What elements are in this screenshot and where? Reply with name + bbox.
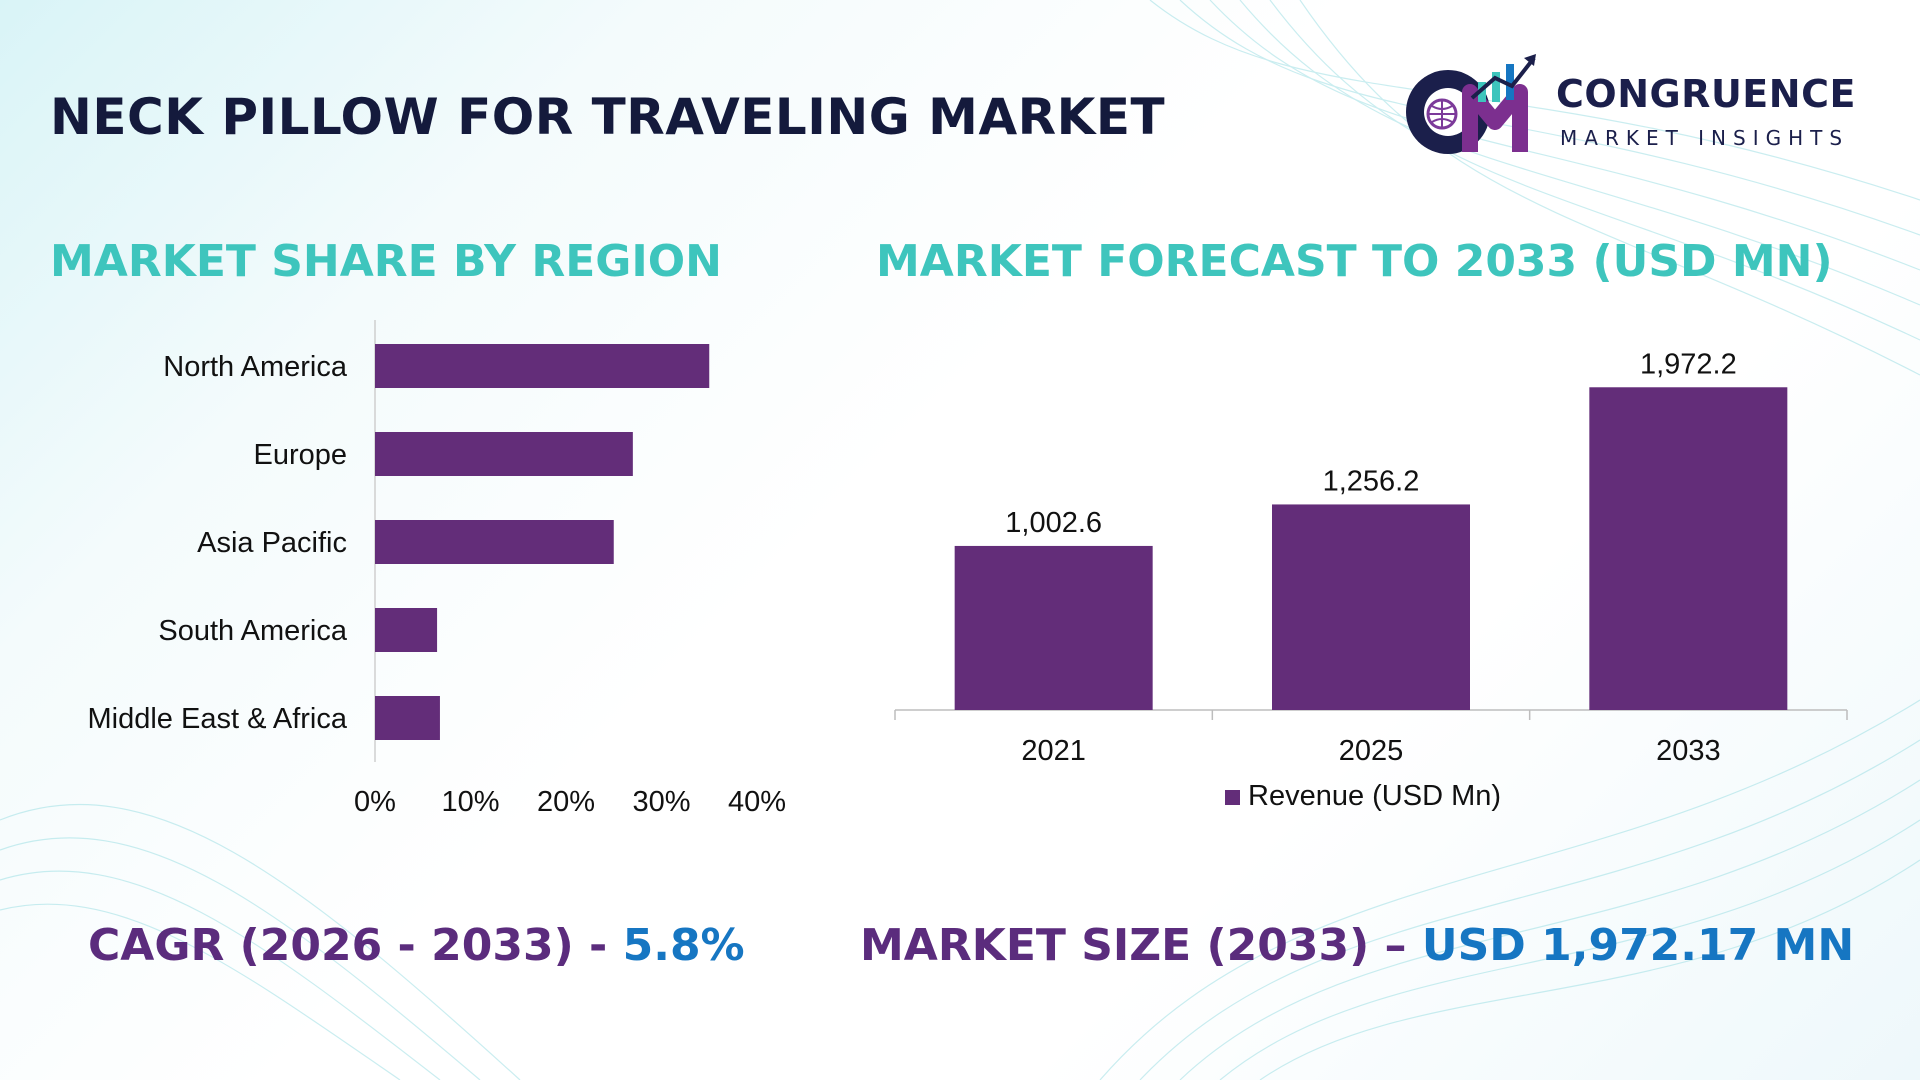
forecast-data-label: 1,002.6: [1005, 507, 1102, 539]
company-logo: CONGRUENCE MARKET INSIGHTS: [1400, 52, 1880, 162]
forecast-data-label: 1,256.2: [1323, 465, 1420, 497]
legend-swatch: [1225, 790, 1240, 805]
forecast-category-label: 2021: [1021, 735, 1086, 767]
region-bar: [375, 608, 438, 652]
forecast-title: MARKET FORECAST TO 2033 (USD MN): [876, 236, 1833, 287]
cm-logo-icon: [1406, 54, 1536, 154]
x-tick-label: 0%: [354, 786, 396, 818]
x-tick-label: 40%: [728, 786, 786, 818]
market-size-stat: MARKET SIZE (2033) – USD 1,972.17 MN: [860, 920, 1854, 971]
forecast-category-label: 2025: [1339, 735, 1404, 767]
region-bar: [375, 696, 440, 740]
region-label: Middle East & Africa: [88, 703, 348, 735]
page-title: NECK PILLOW FOR TRAVELING MARKET: [50, 88, 1166, 146]
forecast-category-label: 2033: [1656, 735, 1721, 767]
cagr-value: 5.8%: [622, 920, 745, 971]
region-bar: [375, 432, 633, 476]
x-tick-label: 20%: [537, 786, 595, 818]
forecast-data-label: 1,972.2: [1640, 348, 1737, 380]
x-tick-label: 30%: [632, 786, 690, 818]
region-label: North America: [163, 351, 348, 383]
region-label: Europe: [253, 439, 347, 471]
market-size-value: USD 1,972.17 MN: [1421, 920, 1855, 971]
x-tick-label: 10%: [441, 786, 499, 818]
region-share-chart: North America Europe Asia Pacific South Ame…: [88, 320, 786, 818]
market-size-label: MARKET SIZE (2033) –: [860, 920, 1422, 971]
cagr-stat: CAGR (2026 - 2033) - 5.8%: [88, 920, 745, 971]
forecast-bar: [1272, 504, 1470, 710]
forecast-bar: [954, 545, 1153, 710]
region-bar: [375, 520, 614, 564]
region-share-title: MARKET SHARE BY REGION: [50, 236, 722, 287]
region-label: Asia Pacific: [197, 527, 347, 559]
logo-name: CONGRUENCE: [1556, 72, 1856, 116]
region-bar: [375, 344, 710, 388]
region-label: South America: [158, 615, 347, 647]
forecast-bar: [1589, 387, 1788, 710]
logo-subtitle: MARKET INSIGHTS: [1560, 126, 1850, 150]
forecast-chart: 1,002.6 2021 1,256.2 2025 1,972.2 2033 Revenue…: [894, 348, 1848, 812]
cagr-label: CAGR (2026 - 2033) -: [88, 920, 623, 971]
legend-label: Revenue (USD Mn): [1248, 780, 1501, 812]
